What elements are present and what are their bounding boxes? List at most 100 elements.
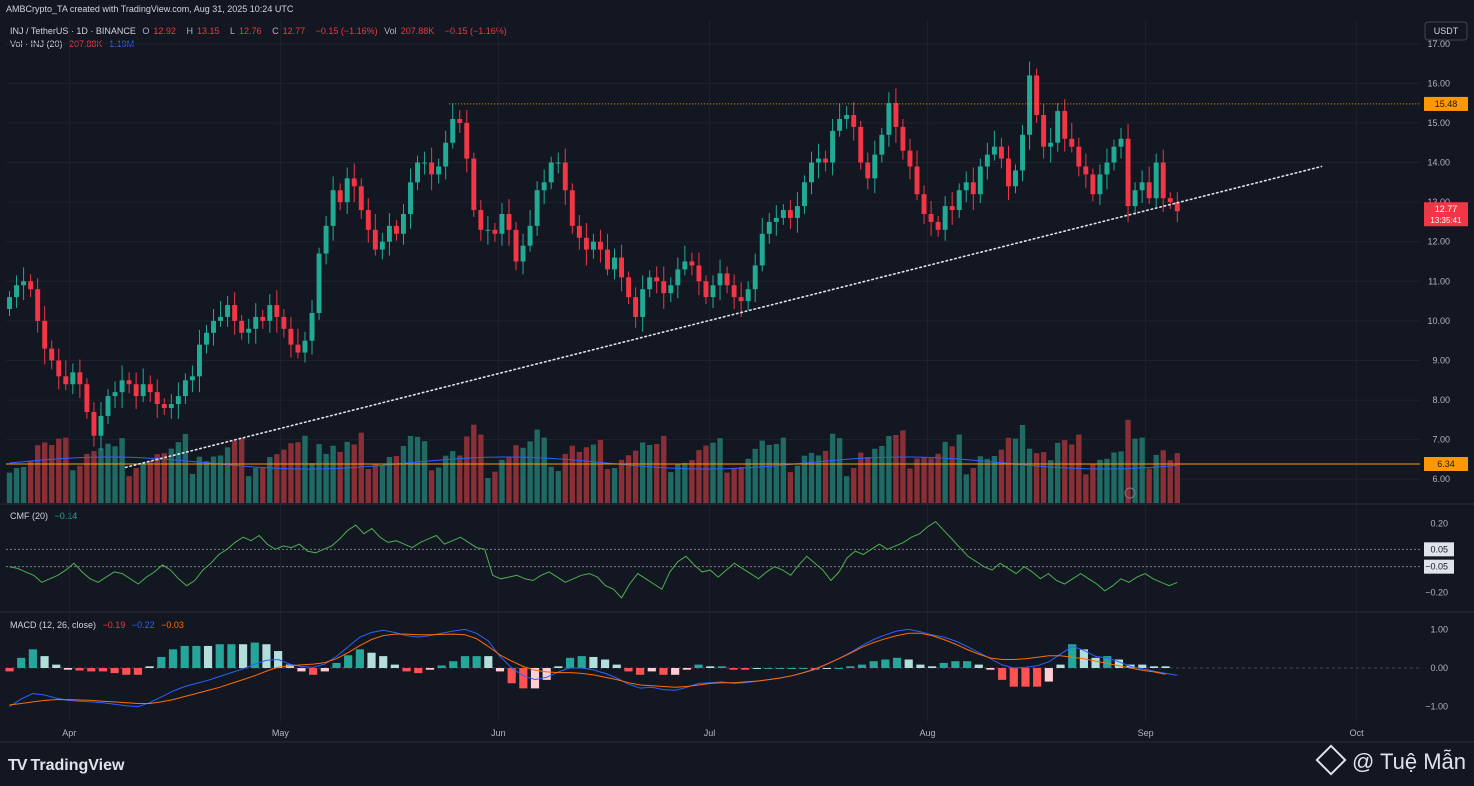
cmf-legend-label[interactable]: CMF (20) [10, 511, 48, 521]
candle-body [211, 320, 216, 333]
cmf-tick-label: −0.05 [1425, 562, 1448, 572]
candle-body [661, 281, 667, 294]
candle-body [590, 241, 596, 250]
macd-legend-hist: −0.19 [102, 620, 126, 630]
volume-bar [358, 432, 364, 503]
macd-hist-bar [320, 668, 329, 672]
volume-bar [1111, 452, 1117, 503]
candle-body [605, 249, 610, 270]
candle-body [70, 372, 76, 385]
macd-hist-bar [1068, 644, 1077, 668]
volume-bar [295, 442, 301, 503]
volume-bars [6, 419, 1180, 503]
volume-bar [900, 430, 906, 503]
volume-bar [316, 444, 322, 503]
tradingview-logo[interactable]: TV TradingView [8, 757, 124, 775]
candle-body [429, 162, 435, 175]
macd-hist-bar [729, 668, 738, 670]
candle-body [175, 396, 181, 405]
volume-bar [421, 441, 428, 503]
candle-body [189, 376, 195, 381]
volume-bar [689, 460, 695, 503]
volume-bar [970, 468, 976, 503]
close-label: C [272, 26, 279, 36]
volume-bar [991, 456, 998, 503]
candle-body [14, 285, 20, 298]
time-axis-label: Aug [920, 728, 936, 738]
macd-hist-bar [1161, 666, 1170, 668]
volume-bar [956, 434, 962, 503]
macd-hist-bar [344, 655, 353, 668]
symbol-label[interactable]: INJ / TetherUS · 1D · BINANCE [10, 26, 136, 36]
volume-bar [766, 445, 772, 503]
volume-bar [34, 445, 41, 503]
candle-body [907, 150, 913, 167]
candle-body [949, 206, 955, 211]
volume-bar [414, 436, 421, 503]
candle-body [534, 190, 540, 226]
volume-bar [1012, 438, 1019, 503]
high-value: 13.15 [196, 26, 220, 36]
candle-body [267, 305, 273, 321]
candle-body [837, 118, 843, 131]
macd-hist-bar [227, 644, 236, 668]
macd-hist-bar [1138, 664, 1147, 668]
price-legend: INJ / TetherUS · 1D · BINANCE O 12.92 H 13… [10, 26, 511, 36]
currency-box [1424, 21, 1468, 41]
volume-bar [407, 436, 414, 503]
volume-bar [386, 457, 393, 503]
candle-body [182, 380, 188, 397]
volume-bar [907, 468, 913, 503]
macd-hist-bar [974, 664, 983, 668]
chart-canvas[interactable]: 17.00 16.00 15.00 14.00 13.00 12.00 11.00 10.00… [0, 0, 1474, 744]
volume-bar [534, 429, 540, 503]
volume-bar [281, 449, 287, 503]
candle-body [626, 277, 632, 298]
volume-bar [6, 472, 13, 503]
volume-bar [661, 435, 667, 503]
volume-bar [562, 453, 568, 503]
binance-diamond-icon [1315, 744, 1347, 776]
volume-bar [168, 448, 174, 503]
volume-bar [794, 465, 801, 503]
volume-bar [260, 467, 266, 503]
macd-hist-bar [133, 668, 143, 675]
macd-hist-bar [682, 668, 691, 670]
volume-bar [1104, 458, 1110, 503]
macd-hist-bar [636, 668, 645, 675]
candle-body [56, 360, 62, 377]
volume-bar [428, 470, 435, 503]
volume-bar [710, 442, 716, 503]
candle-body [225, 305, 231, 317]
volume-bar [865, 457, 871, 503]
candle-body [98, 415, 104, 436]
volume-bar [253, 468, 259, 503]
change-value: −0.15 (−1.16%) [315, 26, 378, 36]
candle-body [63, 376, 69, 385]
volume-bar [379, 465, 386, 503]
macd-hist-bar [904, 659, 913, 668]
candle-body [309, 312, 315, 341]
volume-bar [365, 469, 371, 503]
volume-bar [801, 455, 808, 503]
candle-body [555, 162, 561, 164]
macd-hist-bar [577, 656, 586, 668]
macd-legend-label[interactable]: MACD (12, 26, close) [10, 620, 97, 630]
volume-bar [49, 445, 55, 503]
candle-body [921, 194, 927, 214]
volume-bar [175, 442, 182, 503]
cmf-line [9, 520, 1178, 599]
macd-hist-bar [17, 657, 26, 668]
candle-body [928, 213, 934, 222]
macd-tick-label: 1.00 [1430, 624, 1448, 634]
candle-body [1041, 115, 1047, 147]
macd-hist-bar [671, 668, 680, 675]
volume-bar [1040, 452, 1047, 503]
candle-body [358, 186, 364, 211]
candle-body [872, 154, 878, 179]
volume-bar [1033, 453, 1040, 503]
vol-label: Vol [384, 26, 397, 36]
volume-bar [70, 470, 76, 503]
candle-body [844, 115, 850, 119]
macd-hist-bar [519, 668, 528, 689]
